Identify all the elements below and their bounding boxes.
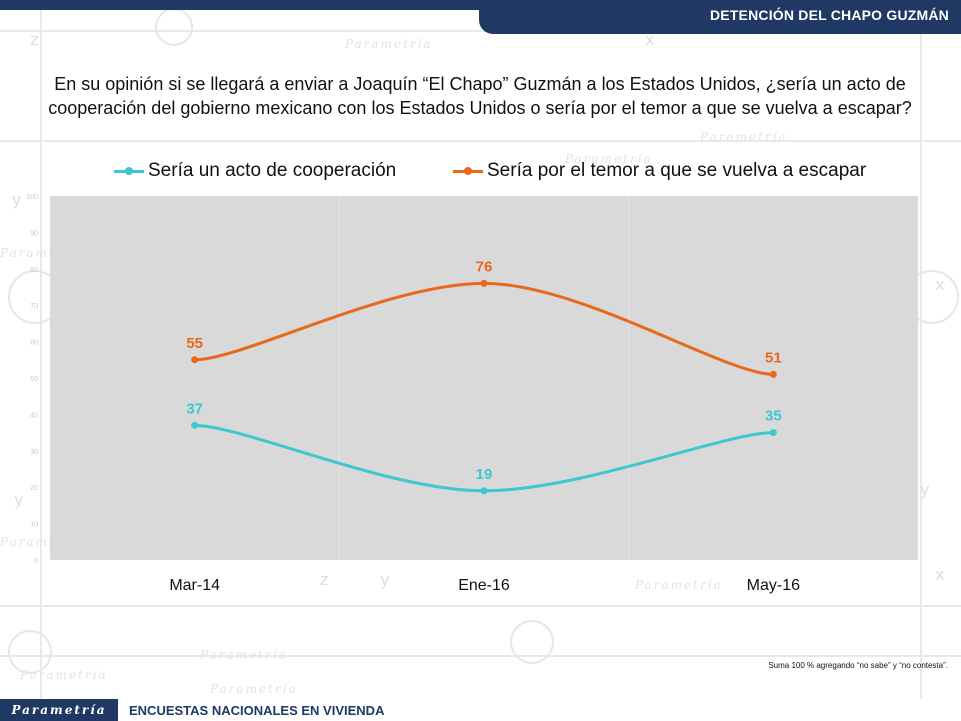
y-tick-label: 40 xyxy=(30,412,38,419)
data-label: 37 xyxy=(186,400,203,417)
footer-bar xyxy=(118,699,961,721)
watermark-letter: x xyxy=(935,565,945,584)
watermark-brand: Parametría xyxy=(635,578,723,592)
data-label: 51 xyxy=(765,349,782,366)
data-point xyxy=(480,487,488,495)
data-point xyxy=(191,356,199,364)
y-tick-label: 70 xyxy=(30,303,38,310)
data-point xyxy=(769,429,777,437)
watermark-letter: y xyxy=(14,490,24,509)
y-tick-label: 30 xyxy=(30,449,38,456)
watermark-line xyxy=(0,140,961,142)
legend-item-fear: Sería por el temor a que se vuelva a esc… xyxy=(453,160,866,182)
watermark-letter: x xyxy=(645,30,655,49)
legend-item-cooperation: Sería un acto de cooperación xyxy=(114,160,396,182)
survey-question-line2: cooperación del gobierno mexicano con lo… xyxy=(48,98,912,118)
watermark-letter: z xyxy=(320,570,329,589)
legend-swatch-fear xyxy=(453,166,483,175)
y-tick-label: 100 xyxy=(26,194,38,201)
watermark-letter: y xyxy=(12,190,22,209)
legend-label-fear: Sería por el temor a que se vuelva a esc… xyxy=(487,160,867,181)
data-label: 55 xyxy=(186,335,203,352)
watermark-brand: Parametría xyxy=(565,152,653,166)
legend-marker-cooperation xyxy=(125,166,133,175)
page-title: DETENCIÓN DEL CHAPO GUZMÁN xyxy=(709,7,949,23)
x-tick-label: Ene-16 xyxy=(458,577,510,594)
legend-label-cooperation: Sería un acto de cooperación xyxy=(148,160,397,181)
y-tick-label: 20 xyxy=(30,485,38,492)
watermark-letter: y xyxy=(380,570,390,589)
watermark-line xyxy=(0,30,961,32)
watermark-brand: Parametría xyxy=(20,668,108,682)
y-tick-label: 90 xyxy=(30,230,38,237)
watermark-line xyxy=(0,655,961,657)
watermark-brand: Parametría xyxy=(345,37,433,51)
y-tick-label: 80 xyxy=(30,267,38,274)
data-point xyxy=(191,421,199,429)
y-tick-label: 60 xyxy=(30,340,38,347)
data-label: 35 xyxy=(765,408,782,425)
data-point xyxy=(480,279,488,287)
watermark-brand: Parametría xyxy=(700,130,788,144)
watermark-line xyxy=(920,0,922,721)
footnote: Suma 100 % agregando “no sabe” y “no con… xyxy=(768,661,948,670)
y-tick-label: 10 xyxy=(30,522,38,529)
legend-marker-fear xyxy=(464,166,472,175)
watermark-circle xyxy=(8,630,52,674)
survey-question: En su opinión si se llegará a enviar a J… xyxy=(30,72,930,120)
x-tick-label: May-16 xyxy=(747,577,800,594)
header-tab: DETENCIÓN DEL CHAPO GUZMÁN xyxy=(479,0,961,34)
plot-area xyxy=(50,196,918,560)
watermark-line xyxy=(0,605,961,607)
data-label: 76 xyxy=(476,258,493,275)
y-tick-label: 0 xyxy=(34,558,38,565)
watermark-brand: Parametría xyxy=(200,648,288,662)
watermark-brand: Parametría xyxy=(210,682,298,696)
legend-swatch-cooperation xyxy=(114,166,144,175)
footer-logo: Parametría xyxy=(0,699,118,721)
data-point xyxy=(769,370,777,378)
data-label: 19 xyxy=(476,466,493,483)
watermark-letter: y xyxy=(920,480,930,499)
watermark-letter: z xyxy=(30,30,39,49)
chart-legend: Sería un acto de cooperación Sería por e… xyxy=(0,160,961,186)
x-tick-label: Mar-14 xyxy=(169,577,220,594)
footer-label: ENCUESTAS NACIONALES EN VIVIENDA xyxy=(129,703,385,718)
survey-question-line1: En su opinión si se llegará a enviar a J… xyxy=(54,74,906,94)
watermark-letter: x xyxy=(935,275,945,294)
y-tick-label: 50 xyxy=(30,376,38,383)
watermark-line xyxy=(40,0,42,721)
watermark-circle xyxy=(510,620,554,664)
